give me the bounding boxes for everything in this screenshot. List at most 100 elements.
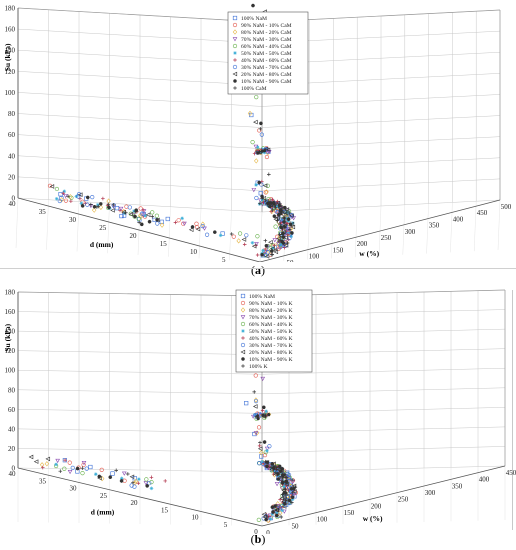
- data-point: [256, 425, 262, 430]
- data-point: [58, 469, 63, 474]
- d-tick-label: 40: [9, 200, 17, 208]
- data-point: [280, 508, 284, 513]
- data-point: [237, 231, 243, 236]
- data-point: [270, 208, 275, 212]
- data-point: [290, 500, 294, 505]
- data-point: [277, 505, 282, 510]
- d-axis-label: d (mm): [90, 240, 114, 249]
- data-series-2: [67, 373, 298, 523]
- legend-marker: [232, 29, 238, 35]
- data-point: [242, 242, 247, 247]
- data-point: [258, 201, 262, 206]
- data-series-2: [47, 128, 292, 257]
- data-point: [80, 466, 85, 471]
- data-point: [257, 180, 262, 185]
- data-point: [49, 184, 55, 189]
- data-point: [265, 460, 269, 464]
- data-point: [277, 212, 281, 217]
- data-point: [274, 482, 280, 487]
- w-tick-label: 0: [266, 529, 270, 534]
- data-point: [132, 209, 136, 213]
- data-point: [244, 233, 249, 238]
- data-point: [165, 216, 170, 222]
- data-point: [68, 194, 73, 200]
- w-tick-label: 100: [317, 516, 328, 524]
- data-point: [98, 202, 103, 206]
- data-point: [292, 489, 297, 494]
- data-point: [63, 193, 68, 199]
- d-tick-label: 35: [39, 477, 47, 485]
- d-tick-label: 0: [254, 528, 258, 534]
- data-point: [264, 409, 269, 414]
- data-point: [274, 248, 278, 252]
- data-point: [290, 490, 295, 495]
- legend-entry-label: 100% CaM: [241, 86, 267, 92]
- data-point: [272, 238, 278, 243]
- data-point: [284, 207, 290, 212]
- data-point: [264, 189, 269, 195]
- grid-line-z-right: [261, 465, 506, 473]
- caption-b: (b): [250, 532, 266, 546]
- data-point: [147, 219, 152, 224]
- legend-entry-label: 40% NaM - 60% CaM: [241, 58, 292, 64]
- data-point: [266, 201, 270, 206]
- z-tick-label: 140: [5, 47, 16, 55]
- data-point: [124, 204, 129, 209]
- z-tick-label: 180: [5, 289, 16, 297]
- grid-line-z-right: [261, 387, 506, 395]
- data-point: [119, 479, 124, 483]
- data-point: [129, 474, 135, 480]
- data-point: [285, 241, 290, 245]
- data-point: [270, 512, 275, 516]
- grid-line-w-floor: [355, 207, 358, 258]
- data-point: [259, 182, 264, 187]
- data-point: [136, 481, 141, 486]
- data-point: [190, 225, 195, 229]
- data-point: [62, 466, 67, 471]
- data-point: [260, 196, 264, 201]
- data-point: [254, 183, 258, 187]
- w-tick-label: 300: [405, 228, 416, 236]
- data-point: [70, 465, 75, 470]
- data-point: [281, 504, 287, 509]
- legend-entry-label: 20% NaM - 80% K: [249, 350, 293, 356]
- data-point: [286, 227, 291, 232]
- data-point: [263, 413, 267, 417]
- legend-entry-label: 30% NaM - 70% K: [249, 343, 293, 349]
- data-point: [274, 504, 279, 508]
- grid-line-d-floor: [107, 203, 110, 254]
- data-point: [155, 221, 160, 226]
- data-point: [138, 206, 143, 211]
- data-point: [247, 110, 253, 117]
- data-point: [106, 202, 111, 207]
- d-tick-label: 20: [131, 499, 139, 507]
- data-point: [279, 225, 283, 230]
- w-axis-label: w (%): [363, 514, 383, 523]
- data-point: [139, 211, 145, 216]
- data-point: [264, 254, 270, 259]
- data-point: [54, 462, 58, 467]
- data-point: [265, 250, 270, 255]
- data-point: [118, 208, 122, 213]
- data-point: [61, 191, 66, 196]
- legend-entry-label: 10% NaM - 90% CaM: [241, 79, 292, 85]
- w-tick-label: 200: [371, 502, 382, 510]
- data-point: [195, 226, 201, 232]
- data-point: [280, 239, 284, 244]
- data-point: [145, 484, 149, 488]
- data-point: [126, 472, 130, 476]
- data-point: [260, 376, 266, 382]
- page-edge-rule: [512, 290, 513, 530]
- data-point: [253, 373, 258, 378]
- data-point: [260, 408, 265, 413]
- axis-d: [17, 197, 261, 262]
- legend-entry-label: 40% NaM - 60% K: [249, 336, 293, 342]
- data-point: [286, 472, 292, 478]
- data-point: [254, 195, 259, 201]
- data-point: [149, 475, 154, 480]
- data-point: [279, 211, 283, 216]
- data-point: [145, 212, 151, 217]
- data-point: [280, 227, 285, 231]
- data-point: [260, 194, 264, 199]
- data-point: [69, 195, 74, 200]
